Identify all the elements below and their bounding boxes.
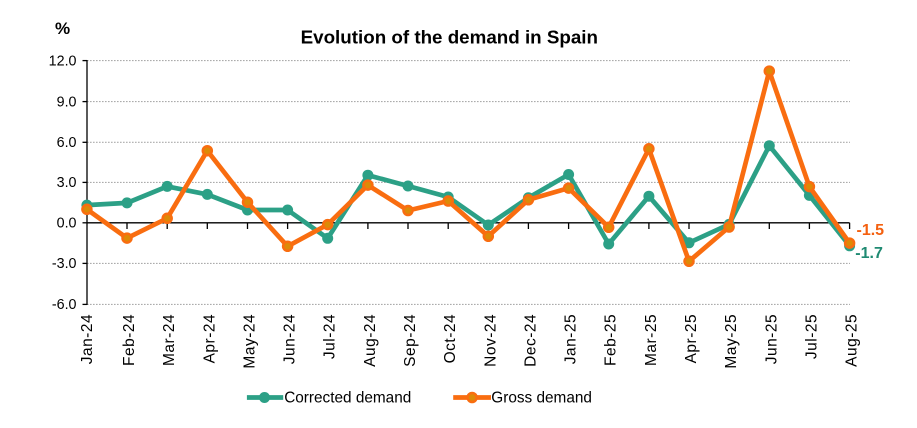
svg-text:Jul-24: Jul-24 [322,314,339,359]
svg-text:Jan-24: Jan-24 [79,314,96,364]
svg-text:Sep-24: Sep-24 [402,314,419,367]
svg-text:Nov-24: Nov-24 [482,314,499,367]
svg-text:Apr-25: Apr-25 [683,314,700,364]
svg-text:May-25: May-25 [723,314,740,369]
svg-text:-3.0: -3.0 [52,256,77,272]
svg-text:Mar-24: Mar-24 [161,314,178,366]
svg-text:Jul-25: Jul-25 [803,314,820,359]
svg-text:Evolution of the demand in Spa: Evolution of the demand in Spain [301,27,598,48]
svg-text:Oct-24: Oct-24 [442,314,459,364]
svg-text:Corrected demand: Corrected demand [284,390,411,407]
svg-text:Feb-25: Feb-25 [603,314,620,366]
svg-text:May-24: May-24 [242,314,259,369]
svg-text:Aug-25: Aug-25 [844,314,861,367]
svg-text:Gross demand: Gross demand [491,390,592,407]
svg-text:6.0: 6.0 [57,135,77,151]
svg-text:Mar-25: Mar-25 [643,314,660,366]
svg-text:-1.7: -1.7 [855,245,883,262]
svg-text:Jun-24: Jun-24 [282,314,299,364]
svg-text:12.0: 12.0 [49,53,77,69]
svg-text:Jun-25: Jun-25 [763,314,780,364]
svg-text:Apr-24: Apr-24 [201,314,218,364]
svg-text:Dec-24: Dec-24 [522,314,539,367]
svg-text:-1.5: -1.5 [857,222,885,239]
svg-text:9.0: 9.0 [57,94,77,110]
svg-text:Feb-24: Feb-24 [121,314,138,366]
svg-text:3.0: 3.0 [57,175,77,191]
svg-text:0.0: 0.0 [57,216,77,232]
svg-text:Aug-24: Aug-24 [362,314,379,367]
svg-text:Jan-25: Jan-25 [563,314,580,364]
svg-text:%: % [55,19,70,38]
svg-text:-6.0: -6.0 [52,297,77,313]
